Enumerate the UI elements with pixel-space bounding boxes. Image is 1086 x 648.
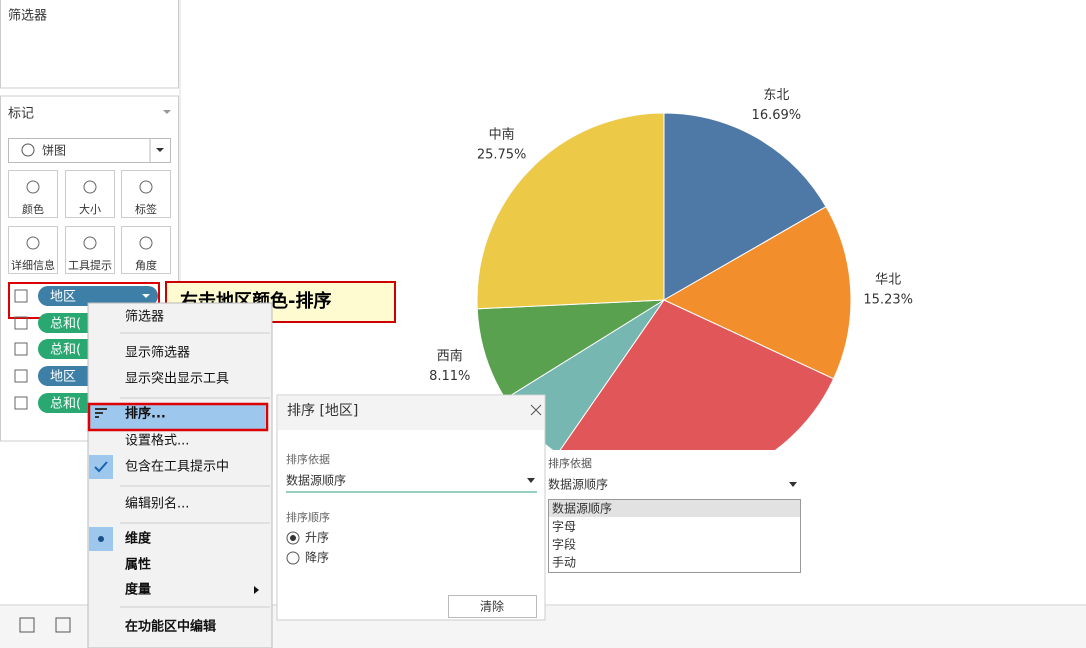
dropdown-arrow	[527, 478, 535, 483]
menu-item[interactable]: 属性	[125, 557, 151, 573]
pill-label: 总和(	[50, 317, 81, 332]
dropdown-option[interactable]: 字母	[552, 519, 576, 534]
dropdown-option[interactable]: 数据源顺序	[552, 501, 612, 516]
selected-option	[549, 500, 800, 517]
slice-name: 中南	[489, 127, 515, 143]
dot	[98, 536, 104, 542]
menu-hover	[89, 403, 265, 429]
mark-button-label: 大小	[79, 202, 101, 216]
highlight-box	[87, 402, 269, 432]
radio-label: 降序	[305, 550, 329, 565]
menu-bg	[87, 302, 273, 648]
slice-value: 25.75%	[477, 148, 527, 163]
mark-icon	[139, 236, 153, 250]
menu-item[interactable]: 度量	[125, 582, 151, 598]
pill[interactable]	[38, 313, 98, 333]
dialog-header	[278, 396, 544, 430]
field-icon	[14, 342, 28, 356]
mark-button-label: 标签	[135, 202, 157, 216]
pill[interactable]	[38, 393, 98, 413]
pill-label: 总和(	[50, 397, 81, 412]
slice-name: 东北	[763, 88, 789, 103]
mark-icon	[139, 180, 153, 194]
dialog-title: 排序 [地区]	[287, 403, 358, 419]
sort-dialog	[276, 394, 546, 621]
mark-type-select[interactable]	[8, 138, 171, 163]
check-bg	[89, 455, 113, 479]
menu-item[interactable]: 排序...	[125, 406, 166, 422]
mark-button-label: 颜色	[22, 202, 44, 216]
mark-button-label: 角度	[135, 258, 157, 272]
mark-button[interactable]	[121, 170, 171, 218]
mark-type: 饼图	[42, 144, 66, 158]
check	[94, 461, 108, 473]
radio[interactable]	[286, 551, 300, 565]
mark-icon	[83, 180, 97, 194]
mark-button-label: 工具提示	[68, 259, 112, 272]
new-sheet-icon[interactable]	[19, 617, 35, 633]
collapse-icon[interactable]	[163, 110, 171, 114]
pie-slice	[662, 206, 852, 380]
dropdown-option[interactable]: 手动	[552, 556, 576, 570]
field-icon	[14, 396, 28, 410]
menu-item[interactable]: 设置格式...	[125, 433, 189, 449]
mark-icon	[26, 180, 40, 194]
mark-button[interactable]	[8, 170, 58, 218]
mark-icon	[83, 236, 97, 250]
marks-title: 标记	[8, 107, 34, 122]
menu-item[interactable]: 筛选器	[125, 310, 164, 325]
clear-button[interactable]	[448, 595, 537, 618]
pill-label: 地区	[50, 370, 76, 385]
dropdown-label: 排序依据	[548, 456, 592, 470]
slice-name: 西南	[437, 348, 463, 364]
pill[interactable]	[38, 286, 158, 306]
menu-item[interactable]: 在功能区中编辑	[125, 619, 216, 635]
mark-button[interactable]	[121, 226, 171, 274]
filters-title: 筛选器	[8, 9, 47, 24]
pie-slice	[663, 112, 827, 301]
mark-button[interactable]	[8, 226, 58, 274]
dropdown-arrow	[789, 482, 797, 487]
pill[interactable]	[38, 339, 98, 359]
mark-button[interactable]	[65, 170, 115, 218]
radio-dot	[290, 535, 296, 541]
slice-value: 16.69%	[752, 108, 802, 123]
mark-button-label: 详细信息	[11, 258, 55, 272]
sort-icon	[95, 408, 107, 418]
menu-item[interactable]: 维度	[125, 531, 152, 547]
dropdown-value[interactable]: 数据源顺序	[548, 477, 608, 492]
pill-label: 总和(	[50, 343, 81, 358]
field-icon	[14, 369, 28, 383]
close-button[interactable]	[530, 404, 542, 416]
sort-by-value[interactable]: 数据源顺序	[286, 473, 346, 488]
slice-value: 15.23%	[863, 293, 913, 308]
clear-label: 清除	[480, 599, 504, 614]
order-label: 排序顺序	[286, 510, 330, 524]
menu-item[interactable]: 包含在工具提示中	[125, 459, 229, 475]
submenu-arrow	[254, 586, 259, 594]
pill-arrow	[142, 294, 150, 298]
filters-card	[0, 0, 179, 89]
mark-icon	[26, 236, 40, 250]
select-arrow	[156, 148, 164, 152]
slice-name: 华北	[875, 273, 901, 288]
field-icon	[14, 316, 28, 330]
radio-label: 升序	[305, 530, 329, 545]
pie-icon	[21, 143, 35, 157]
menu-item[interactable]: 显示筛选器	[125, 346, 190, 361]
menu-item[interactable]: 编辑别名...	[125, 496, 189, 512]
menu-item[interactable]: 显示突出显示工具	[125, 371, 229, 387]
dropdown-option[interactable]: 字段	[552, 537, 576, 552]
slice-value: 8.11%	[429, 369, 470, 384]
sort-by-label: 排序依据	[286, 452, 330, 466]
new-dashboard-icon[interactable]	[55, 617, 71, 633]
pill-label: 地区	[50, 290, 76, 305]
pie-slice	[476, 112, 665, 310]
pie-chart: 东北 16.69% 华北 15.23% 西南 8.11% 中南 25.75%	[429, 88, 913, 488]
field-icon	[14, 289, 28, 303]
pill[interactable]	[38, 366, 98, 386]
mark-button[interactable]	[65, 226, 115, 274]
